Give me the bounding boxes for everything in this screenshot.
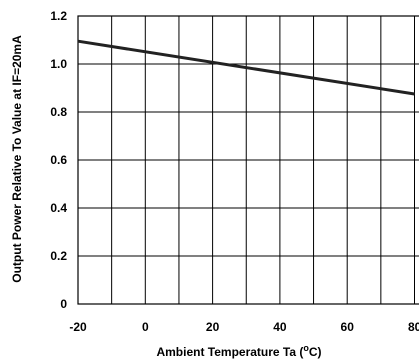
y-tick-label: 0.6 xyxy=(50,153,67,167)
plot-frame xyxy=(77,15,419,305)
series-line-0 xyxy=(77,39,415,96)
y-tick-label: 0.8 xyxy=(50,105,67,119)
y-tick-label: 0.4 xyxy=(50,201,67,215)
x-tick-label: -20 xyxy=(69,320,87,334)
series-group xyxy=(77,39,415,96)
x-tick-label: 0 xyxy=(142,320,149,334)
y-tick-label: 0.2 xyxy=(50,249,67,263)
x-tick-label: 80 xyxy=(408,320,419,334)
y-axis-label: Output Power Relative To Value at IF=20m… xyxy=(10,35,24,283)
x-tick-label: 60 xyxy=(341,320,355,334)
x-tick-label: 40 xyxy=(273,320,287,334)
x-tick-labels: -20 0 20 40 60 80 xyxy=(69,320,419,334)
y-tick-label: 1.2 xyxy=(50,9,67,23)
x-axis-label: Ambient Temperature Ta (oC) xyxy=(156,343,321,359)
y-tick-label: 0 xyxy=(60,297,67,311)
grid xyxy=(77,15,419,305)
y-tick-label: 1.0 xyxy=(50,57,67,71)
x-tick-label: 20 xyxy=(206,320,220,334)
y-tick-labels: 0 0.2 0.4 0.6 0.8 1.0 1.2 xyxy=(50,9,67,311)
